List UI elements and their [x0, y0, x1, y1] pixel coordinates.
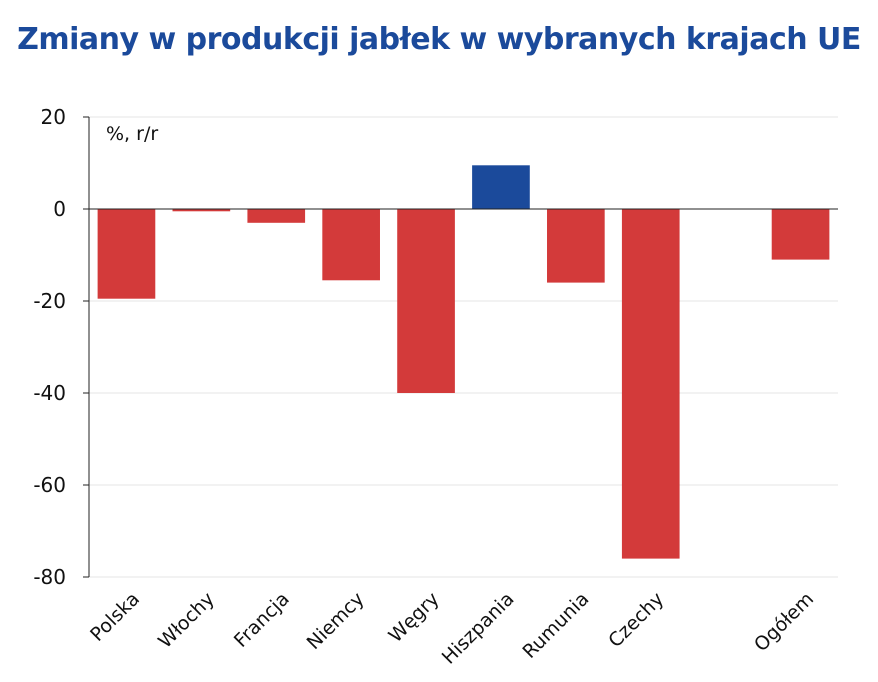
x-category-label: Węgry: [384, 588, 443, 647]
y-tick-label: -20: [33, 289, 66, 313]
bar-włochy: [172, 209, 231, 212]
x-category-label: Włochy: [154, 588, 219, 653]
x-category-label: Ogółem: [750, 588, 818, 656]
x-category-label: Hiszpania: [438, 588, 519, 669]
unit-label: %, r/r: [106, 123, 158, 145]
y-tick-label: 0: [53, 197, 66, 221]
bar-czechy: [621, 209, 680, 559]
y-tick-labels: 20 0 -20 -40 -60 -80: [33, 105, 66, 589]
bar-rumunia: [547, 209, 605, 283]
bar-ogółem: [771, 209, 830, 260]
x-category-label: Czechy: [604, 588, 668, 652]
bar-hiszpania: [472, 165, 530, 209]
chart-title: Zmiany w produkcji jabłek w wybranych kr…: [17, 22, 861, 57]
bar-węgry: [397, 209, 455, 393]
bars: [97, 165, 830, 559]
x-category-label: Rumunia: [518, 588, 593, 663]
x-category-label: Polska: [86, 588, 144, 646]
y-tick-label: -40: [33, 381, 66, 405]
y-tick-label: -80: [33, 565, 66, 589]
gridlines: [89, 116, 838, 578]
axes: [83, 116, 838, 578]
bar-francja: [247, 209, 306, 223]
bar-niemcy: [322, 209, 380, 281]
bar-polska: [97, 209, 156, 299]
y-tick-label: 20: [41, 105, 66, 129]
x-category-label: Francja: [230, 588, 294, 652]
x-category-label: Niemcy: [303, 588, 369, 654]
y-tick-label: -60: [33, 473, 66, 497]
